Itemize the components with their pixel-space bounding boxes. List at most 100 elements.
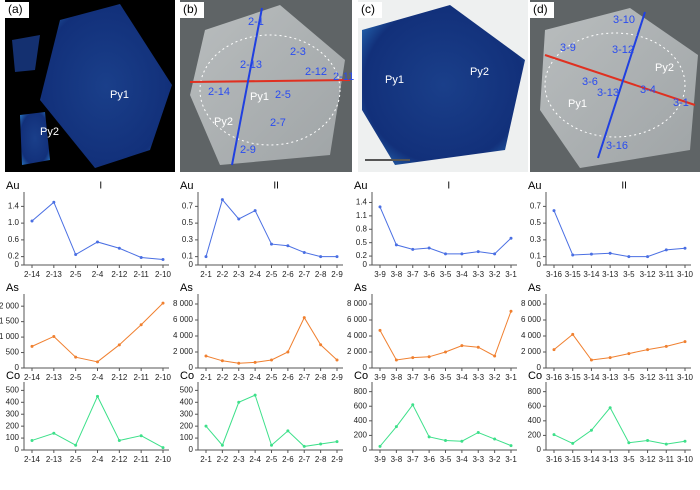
data-point (270, 443, 273, 447)
data-line (553, 333, 686, 361)
y-tick-label: 2 000 (347, 347, 368, 356)
annotation: 2-3 (290, 46, 306, 58)
chart-subtitle: I (99, 181, 102, 192)
x-tick-label: 3-5 (623, 455, 635, 464)
data-line (553, 406, 686, 445)
data-point (117, 246, 121, 250)
x-tick-label: 2-11 (133, 455, 149, 464)
y-tick-label: 8 000 (521, 299, 542, 308)
x-tick-label: 3-13 (602, 373, 619, 382)
data-point (552, 433, 556, 437)
panel-label: (a) (8, 2, 23, 16)
x-tick-label: 2-1 (200, 373, 212, 382)
data-point (394, 425, 398, 429)
chart-title: As (354, 282, 367, 294)
data-point (683, 439, 687, 443)
y-tick-label: 0 (15, 445, 20, 454)
x-tick-label: 2-3 (233, 373, 245, 382)
data-point (664, 248, 668, 252)
x-tick-label: 3-14 (583, 373, 600, 382)
x-tick-label: 2-5 (70, 270, 82, 279)
y-tick-label: 500 (6, 348, 20, 357)
data-line (553, 210, 686, 258)
x-tick-label: 2-12 (111, 373, 128, 382)
crystal (540, 8, 698, 168)
data-point (627, 441, 631, 445)
y-tick-label: 600 (528, 401, 542, 410)
annotation: 3-12 (612, 44, 634, 56)
y-tick-label: 0.5 (356, 238, 368, 247)
data-point (460, 344, 464, 348)
annotation: 2-12 (305, 66, 327, 78)
annotation: Py1 (250, 91, 269, 103)
y-tick-label: 0.7 (530, 201, 542, 210)
data-point (571, 441, 575, 445)
y-tick-label: 4 000 (347, 331, 368, 340)
x-tick-label: 3-5 (623, 270, 635, 279)
annotation: Py2 (214, 116, 233, 128)
x-tick-label: 2-14 (24, 373, 41, 382)
annotation: Py2 (40, 126, 59, 138)
x-tick-label: 3-14 (583, 455, 600, 464)
x-tick-label: 2-13 (46, 373, 63, 382)
x-tick-label: 3-12 (640, 373, 657, 382)
x-tick-label: 3-16 (546, 373, 563, 382)
x-tick-label: 3-10 (677, 455, 694, 464)
data-point (74, 253, 78, 257)
annotation: 2-14 (208, 86, 230, 98)
y-tick-label: 1.4 (8, 201, 20, 210)
y-tick-label: 300 (180, 409, 194, 418)
data-point (139, 255, 143, 259)
y-tick-label: 0 (537, 445, 542, 454)
x-tick-label: 2-9 (331, 373, 343, 382)
data-point (253, 360, 257, 364)
x-tick-label: 2-2 (217, 455, 229, 464)
y-tick-label: 400 (528, 416, 542, 425)
x-tick-label: 3-10 (677, 270, 694, 279)
annotation: 3-9 (560, 42, 576, 54)
x-tick-label: 3-6 (423, 270, 435, 279)
x-tick-label: 3-1 (505, 270, 517, 279)
data-point (74, 443, 78, 447)
data-point (52, 431, 56, 435)
data-point (270, 242, 273, 246)
y-tick-label: 0 (537, 363, 542, 372)
panel-label: (c) (361, 2, 375, 16)
data-point (378, 444, 382, 448)
x-tick-label: 2-9 (331, 455, 343, 464)
y-tick-label: 400 (180, 397, 194, 406)
profile-line (544, 54, 696, 106)
x-tick-label: 3-1 (505, 373, 517, 382)
y-tick-label: 1.4 (356, 198, 368, 207)
x-tick-label: 3-4 (456, 455, 468, 464)
data-line (205, 394, 338, 447)
data-point (139, 434, 143, 438)
x-tick-label: 3-8 (391, 455, 403, 464)
data-point (220, 198, 224, 202)
data-point (589, 358, 593, 362)
x-tick-label: 3-2 (489, 270, 501, 279)
x-tick-label: 2-13 (46, 455, 63, 464)
data-point (161, 258, 165, 262)
x-tick-label: 3-12 (640, 270, 657, 279)
x-tick-label: 2-8 (315, 373, 327, 382)
x-tick-label: 3-13 (602, 455, 619, 464)
x-tick-label: 2-2 (217, 373, 229, 382)
data-point (627, 255, 631, 259)
x-tick-label: 3-4 (456, 373, 468, 382)
y-tick-label: 500 (6, 385, 20, 394)
x-tick-label: 2-11 (133, 270, 149, 279)
x-tick-label: 2-5 (266, 270, 278, 279)
y-tick-label: 1 500 (0, 317, 20, 326)
annotation: Py2 (655, 62, 674, 74)
profile-line (597, 11, 646, 159)
data-point (627, 352, 631, 356)
data-point (646, 255, 650, 259)
data-point (493, 252, 497, 256)
data-point (204, 255, 208, 259)
y-tick-label: 200 (528, 431, 542, 440)
x-tick-label: 3-16 (546, 455, 563, 464)
data-point (646, 439, 650, 443)
data-point (394, 358, 398, 362)
x-tick-label: 2-4 (92, 455, 104, 464)
